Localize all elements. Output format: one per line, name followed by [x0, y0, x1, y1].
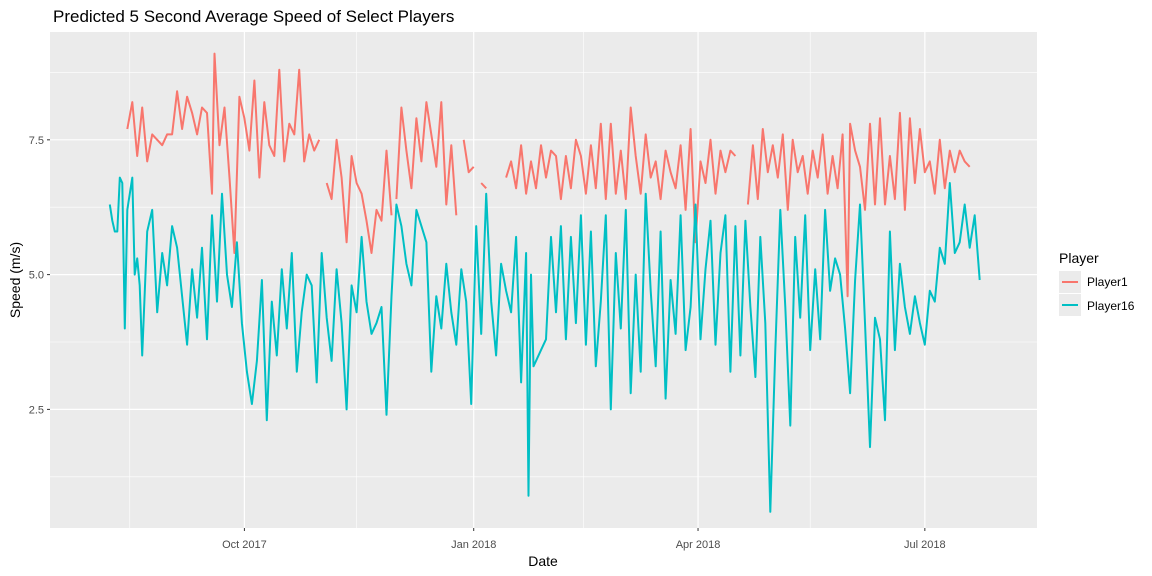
x-tick-label: Oct 2017	[222, 539, 267, 551]
x-axis-title: Date	[528, 553, 558, 569]
series-line-player1	[126, 52, 321, 254]
y-tick-label: 5.0	[29, 270, 44, 282]
legend: Player Player1 Player16	[1059, 250, 1135, 316]
series-line-player1	[325, 138, 393, 254]
x-axis-ticks: Oct 2017 Jan 2018 Apr 2018 Jul 2018	[222, 528, 946, 551]
series-line-player1	[462, 139, 475, 174]
y-axis-ticks: 2.5 5.0 7.5	[29, 135, 50, 416]
y-tick-label: 7.5	[29, 135, 44, 147]
legend-label-player1: Player1	[1087, 275, 1128, 289]
series-lines	[108, 52, 981, 513]
legend-label-player16: Player16	[1087, 299, 1135, 313]
x-tick-label: Apr 2018	[676, 539, 721, 551]
series-line-player16	[108, 176, 981, 513]
series-line-player1	[480, 182, 487, 189]
y-axis-title: Speed (m/s)	[7, 242, 23, 318]
legend-title: Player	[1059, 250, 1099, 266]
series-line-player1	[746, 111, 971, 298]
y-tick-label: 2.5	[29, 404, 44, 416]
plot-panel	[50, 32, 1037, 528]
x-tick-label: Jan 2018	[451, 539, 496, 551]
x-tick-label: Jul 2018	[904, 539, 946, 551]
chart-title: Predicted 5 Second Average Speed of Sele…	[53, 7, 454, 26]
series-line-player1	[395, 101, 458, 216]
series-line-player1	[505, 106, 737, 244]
